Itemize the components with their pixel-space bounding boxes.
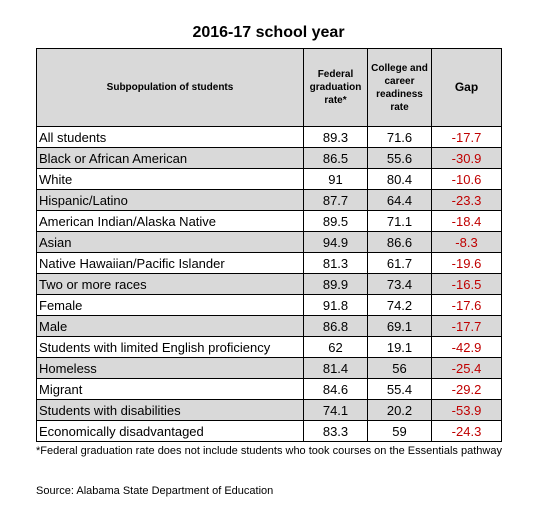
row-subpopulation-cell: Hispanic/Latino — [36, 189, 304, 211]
row-federal-rate-cell: 81.4 — [303, 357, 368, 379]
row-federal-rate-cell: 83.3 — [303, 420, 368, 442]
table-row: Students with limited English proficienc… — [36, 336, 502, 358]
row-gap-cell: -18.4 — [431, 210, 502, 232]
row-federal-rate-cell: 89.9 — [303, 273, 368, 295]
row-federal-rate-cell: 94.9 — [303, 231, 368, 253]
row-gap-cell: -16.5 — [431, 273, 502, 295]
row-ccr-rate-cell: 59 — [367, 420, 432, 442]
row-gap-cell: -17.7 — [431, 126, 502, 148]
header-row: Subpopulation of students Federal gradua… — [36, 48, 502, 127]
row-federal-rate-cell: 74.1 — [303, 399, 368, 421]
row-ccr-rate-cell: 56 — [367, 357, 432, 379]
row-federal-rate-cell: 89.5 — [303, 210, 368, 232]
row-gap-cell: -10.6 — [431, 168, 502, 190]
row-subpopulation-cell: All students — [36, 126, 304, 148]
row-gap-cell: -17.6 — [431, 294, 502, 316]
row-federal-rate-cell: 86.8 — [303, 315, 368, 337]
row-ccr-rate-cell: 80.4 — [367, 168, 432, 190]
row-subpopulation-cell: Asian — [36, 231, 304, 253]
header-subpopulation: Subpopulation of students — [36, 48, 304, 127]
table-row: Black or African American 86.5 55.6 -30.9 — [36, 147, 502, 169]
row-subpopulation-cell: American Indian/Alaska Native — [36, 210, 304, 232]
table-row: All students 89.3 71.6 -17.7 — [36, 126, 502, 148]
row-federal-rate-cell: 91 — [303, 168, 368, 190]
row-gap-cell: -19.6 — [431, 252, 502, 274]
row-subpopulation-cell: Homeless — [36, 357, 304, 379]
table-row: Asian 94.9 86.6 -8.3 — [36, 231, 502, 253]
row-gap-cell: -25.4 — [431, 357, 502, 379]
row-subpopulation-cell: Male — [36, 315, 304, 337]
row-subpopulation-cell: Migrant — [36, 378, 304, 400]
data-table: Subpopulation of students Federal gradua… — [36, 48, 502, 442]
row-ccr-rate-cell: 55.6 — [367, 147, 432, 169]
table-row: Hispanic/Latino 87.7 64.4 -23.3 — [36, 189, 502, 211]
row-ccr-rate-cell: 55.4 — [367, 378, 432, 400]
row-gap-cell: -30.9 — [431, 147, 502, 169]
row-ccr-rate-cell: 74.2 — [367, 294, 432, 316]
footnote: *Federal graduation rate does not includ… — [36, 445, 502, 457]
row-gap-cell: -42.9 — [431, 336, 502, 358]
table-row: Homeless 81.4 56 -25.4 — [36, 357, 502, 379]
row-ccr-rate-cell: 69.1 — [367, 315, 432, 337]
row-subpopulation-cell: Black or African American — [36, 147, 304, 169]
row-subpopulation-cell: Students with limited English proficienc… — [36, 336, 304, 358]
row-gap-cell: -53.9 — [431, 399, 502, 421]
row-federal-rate-cell: 87.7 — [303, 189, 368, 211]
row-ccr-rate-cell: 19.1 — [367, 336, 432, 358]
table-row: Male 86.8 69.1 -17.7 — [36, 315, 502, 337]
row-gap-cell: -8.3 — [431, 231, 502, 253]
table-row: White 91 80.4 -10.6 — [36, 168, 502, 190]
row-federal-rate-cell: 81.3 — [303, 252, 368, 274]
row-federal-rate-cell: 91.8 — [303, 294, 368, 316]
row-gap-cell: -29.2 — [431, 378, 502, 400]
row-ccr-rate-cell: 86.6 — [367, 231, 432, 253]
row-subpopulation-cell: Economically disadvantaged — [36, 420, 304, 442]
row-ccr-rate-cell: 71.1 — [367, 210, 432, 232]
row-gap-cell: -24.3 — [431, 420, 502, 442]
header-college-career-readiness-rate: College and career readiness rate — [367, 48, 432, 127]
source-note: Source: Alabama State Department of Educ… — [36, 485, 274, 497]
row-federal-rate-cell: 89.3 — [303, 126, 368, 148]
row-ccr-rate-cell: 73.4 — [367, 273, 432, 295]
table-row: American Indian/Alaska Native 89.5 71.1 -18… — [36, 210, 502, 232]
table-row: Economically disadvantaged 83.3 59 -24.3 — [36, 420, 502, 442]
row-ccr-rate-cell: 64.4 — [367, 189, 432, 211]
row-gap-cell: -23.3 — [431, 189, 502, 211]
row-subpopulation-cell: Two or more races — [36, 273, 304, 295]
table-row: Female 91.8 74.2 -17.6 — [36, 294, 502, 316]
table-row: Native Hawaiian/Pacific Islander 81.3 61.7… — [36, 252, 502, 274]
header-gap: Gap — [431, 48, 502, 127]
row-federal-rate-cell: 86.5 — [303, 147, 368, 169]
row-ccr-rate-cell: 61.7 — [367, 252, 432, 274]
row-federal-rate-cell: 84.6 — [303, 378, 368, 400]
table-row: Students with disabilities 74.1 20.2 -53.9 — [36, 399, 502, 421]
row-gap-cell: -17.7 — [431, 315, 502, 337]
table-row: Migrant 84.6 55.4 -29.2 — [36, 378, 502, 400]
row-subpopulation-cell: Students with disabilities — [36, 399, 304, 421]
row-ccr-rate-cell: 20.2 — [367, 399, 432, 421]
row-subpopulation-cell: Female — [36, 294, 304, 316]
row-federal-rate-cell: 62 — [303, 336, 368, 358]
table-row: Two or more races 89.9 73.4 -16.5 — [36, 273, 502, 295]
row-subpopulation-cell: Native Hawaiian/Pacific Islander — [36, 252, 304, 274]
page-title: 2016-17 school year — [192, 24, 345, 41]
header-federal-graduation-rate: Federal graduation rate* — [303, 48, 368, 127]
row-ccr-rate-cell: 71.6 — [367, 126, 432, 148]
row-subpopulation-cell: White — [36, 168, 304, 190]
